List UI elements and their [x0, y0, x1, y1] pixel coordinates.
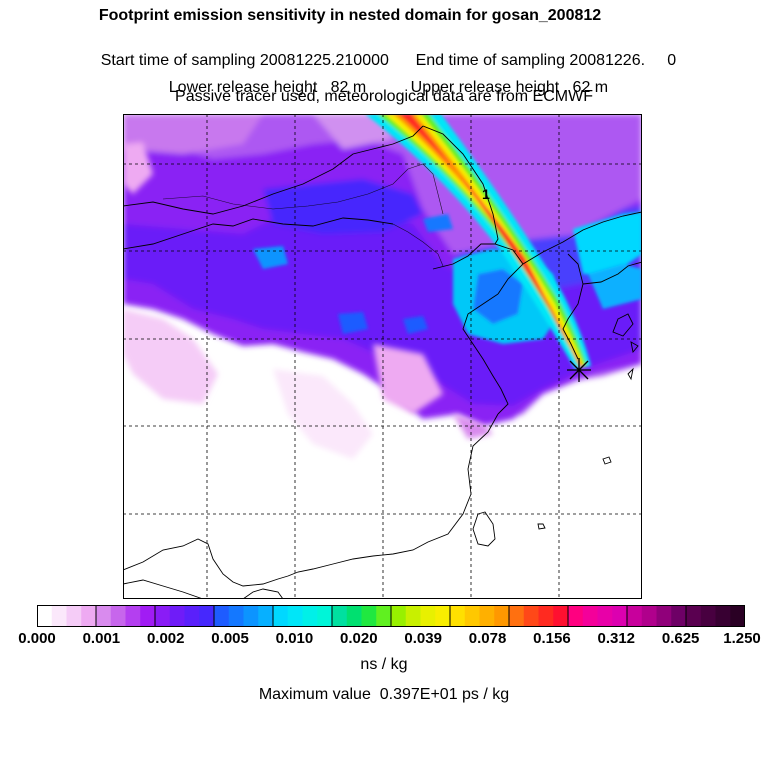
colorbar-cell — [405, 605, 421, 627]
colorbar-tick-label: 0.010 — [275, 630, 314, 647]
colorbar-tick-label: 0.625 — [661, 630, 700, 647]
sampling-times: Start time of sampling 20081225.210000 E… — [0, 34, 768, 70]
grid-lines — [123, 114, 642, 599]
colorbar-cell — [273, 605, 289, 627]
colorbar-cell — [361, 605, 377, 627]
colorbar-cell — [523, 605, 539, 627]
colorbar-tick-label: 0.001 — [82, 630, 121, 647]
plume-label: 1 — [482, 186, 490, 202]
colorbar-cell — [568, 605, 584, 627]
colorbar-cell — [317, 605, 333, 627]
colorbar-cell — [597, 605, 613, 627]
colorbar-cell — [641, 605, 657, 627]
colorbar-cell — [214, 605, 230, 627]
plume — [365, 114, 591, 369]
colorbar-cell — [332, 605, 348, 627]
colorbar-cell — [140, 605, 156, 627]
colorbar-cell — [656, 605, 672, 627]
colorbar-cell — [435, 605, 451, 627]
colorbar-cell — [730, 605, 745, 627]
colorbar-cell — [376, 605, 392, 627]
colorbar-cell — [391, 605, 407, 627]
colorbar-cell — [538, 605, 554, 627]
colorbar-tick-label: 0.312 — [597, 630, 636, 647]
colorbar-cell — [110, 605, 126, 627]
colorbar-unit: ns / kg — [360, 656, 408, 673]
colorbar-cell — [184, 605, 200, 627]
colorbar-tick-label: 0.156 — [533, 630, 571, 647]
colorbar-tick-label: 0.005 — [211, 630, 249, 647]
colorbar-cell — [494, 605, 510, 627]
colorbar-cell — [243, 605, 259, 627]
colorbar-cell — [346, 605, 362, 627]
colorbar-cell — [169, 605, 185, 627]
sampling-end-suffix: 0 — [667, 52, 677, 69]
colorbar-cell — [700, 605, 716, 627]
colorbar-cell — [302, 605, 318, 627]
colorbar — [37, 605, 745, 627]
map-frame — [123, 114, 642, 599]
colorbar-cell — [66, 605, 82, 627]
upper-release-height: Upper release height 62 m — [410, 79, 609, 96]
colorbar-tick-label: 1.250 — [723, 630, 761, 647]
colorbar-cell — [553, 605, 569, 627]
colorbar-cell — [420, 605, 436, 627]
colorbar-cell — [464, 605, 480, 627]
colorbar-tick-label: 0.039 — [404, 630, 442, 647]
maximum-value: Maximum value 0.397E+01 ps / kg — [258, 686, 510, 703]
receptor-star-icon — [567, 358, 591, 382]
colorbar-cell — [258, 605, 274, 627]
colorbar-tick-label: 0.020 — [340, 630, 378, 647]
colorbar-cell — [686, 605, 702, 627]
colorbar-cell — [479, 605, 495, 627]
colorbar-cell — [155, 605, 171, 627]
sampling-start: Start time of sampling 20081225.210000 — [100, 52, 389, 69]
colorbar-cell — [612, 605, 628, 627]
colorbar-tick-label: 0.002 — [146, 630, 185, 647]
release-heights: Lower release height 82 m Upper release … — [0, 61, 768, 97]
colorbar-cell — [81, 605, 97, 627]
colorbar-cell — [228, 605, 244, 627]
colorbar-cell — [582, 605, 598, 627]
colorbar-cell — [671, 605, 687, 627]
colorbar-tick-label: 0.078 — [468, 630, 507, 647]
colorbar-cell — [37, 605, 53, 627]
colorbar-cell — [450, 605, 466, 627]
colorbar-cell — [287, 605, 303, 627]
colorbar-cell — [125, 605, 141, 627]
plot-title: Footprint emission sensitivity in nested… — [98, 7, 602, 24]
sampling-end: End time of sampling 20081226. — [415, 52, 646, 69]
lower-release-height: Lower release height 82 m — [168, 79, 367, 96]
colorbar-cell — [96, 605, 112, 627]
colorbar-tick-label: 0.000 — [18, 630, 56, 647]
colorbar-cell — [199, 605, 215, 627]
footprint-map: 1 — [123, 114, 642, 599]
province-borders — [162, 163, 444, 267]
pale-patches — [123, 142, 493, 459]
colorbar-cell — [509, 605, 525, 627]
colorbar-cell — [715, 605, 731, 627]
colorbar-cell — [51, 605, 67, 627]
coastlines — [123, 125, 642, 599]
tracer-note: Passive tracer used, meteorological data… — [175, 88, 593, 105]
colorbar-cell — [627, 605, 643, 627]
